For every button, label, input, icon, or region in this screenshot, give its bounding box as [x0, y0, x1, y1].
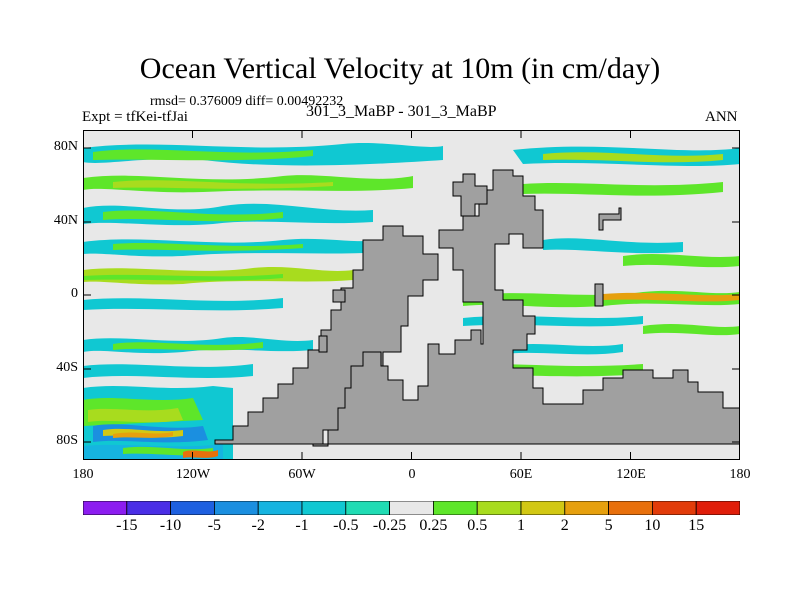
velocity-map: [83, 130, 740, 460]
colorbar-swatch: [520, 501, 566, 515]
colorbar-swatch: [608, 501, 653, 515]
y-tick-label: 40N: [53, 213, 78, 228]
y-tick-label: 0: [71, 286, 78, 301]
stats-text: rmsd= 0.376009 diff= 0.00492232: [150, 94, 344, 109]
colorbar-swatch: [126, 501, 171, 515]
difference-label: 301_3_MaBP - 301_3_MaBP: [306, 103, 497, 120]
x-tick-label: 60W: [288, 467, 316, 482]
colorbar-swatch: [476, 501, 522, 515]
colorbar-label: 2: [560, 517, 569, 534]
y-tick-label: 40S: [56, 360, 78, 375]
colorbar-label: 0.5: [467, 517, 488, 534]
land-asia-east: [598, 207, 622, 231]
colorbar-label: -15: [116, 517, 138, 534]
colorbar-label: -10: [159, 517, 182, 534]
experiment-label: Expt = tfKei-tfJai: [82, 109, 188, 125]
colorbar-swatch: [695, 501, 740, 515]
colorbar-label: 10: [644, 517, 661, 534]
x-tick-label: 180: [729, 467, 751, 482]
page-title: Ocean Vertical Velocity at 10m (in cm/da…: [139, 52, 661, 85]
x-tick-label: 180: [72, 467, 94, 482]
land-masses: [214, 169, 740, 447]
colorbar-swatch: [652, 501, 697, 515]
colorbar-label: 0.25: [419, 517, 448, 534]
colorbar-label: 15: [688, 517, 705, 534]
y-tick-label: 80N: [53, 139, 78, 154]
land-caribbean-island: [332, 289, 346, 303]
colorbar-swatch: [170, 501, 215, 515]
x-tick-label: 0: [408, 467, 416, 482]
land-south-america: [312, 169, 740, 447]
colorbar-swatch: [257, 501, 303, 515]
colorbar-swatch: [389, 501, 434, 515]
season-label: ANN: [705, 109, 738, 125]
colorbar-swatch: [432, 501, 478, 515]
x-tick-label: 120W: [175, 467, 211, 482]
colorbar-swatch: [213, 501, 259, 515]
colorbar-label: 5: [604, 517, 613, 534]
land-pacific-island: [318, 335, 328, 353]
x-tick-label: 60E: [509, 467, 533, 482]
colorbar-swatch: [345, 501, 390, 515]
colorbar-label: -0.5: [333, 517, 359, 534]
land-eurasia-island: [452, 173, 488, 217]
colorbar-label: -0.25: [372, 517, 407, 534]
x-tick-label: 120E: [616, 467, 646, 482]
colorbar-swatch: [83, 501, 128, 515]
velocity-field: [83, 143, 740, 460]
colorbar-label: -2: [251, 517, 265, 534]
colorbar-swatch: [564, 501, 609, 515]
map-ticks: [83, 130, 740, 460]
colorbar-swatch: [301, 501, 347, 515]
land-asia-islands: [594, 283, 604, 307]
colorbar-label: 1: [517, 517, 525, 534]
y-tick-label: 80S: [56, 433, 78, 448]
colorbar-label: -5: [207, 517, 222, 534]
colorbar: [83, 501, 740, 515]
colorbar-label: -1: [295, 517, 309, 534]
